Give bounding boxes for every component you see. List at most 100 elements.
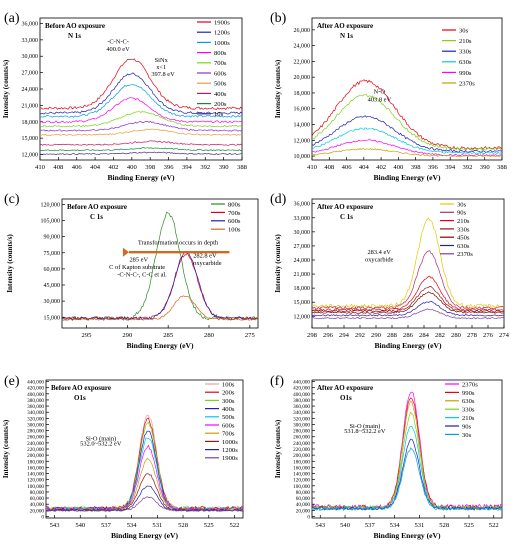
legend-label: 700s: [228, 210, 241, 217]
x-tick-label: 278: [467, 332, 478, 339]
x-tick-label: 404: [90, 164, 101, 171]
x-tick-label: 390: [219, 164, 230, 171]
legend-label: 210s: [459, 38, 472, 45]
x-tick-label: 537: [365, 522, 376, 529]
legend-label: 90s: [462, 423, 472, 430]
legend-label: 700s: [214, 60, 227, 67]
chart-panel-2: 410 408 406 404 402 400 398 396 394 392 390 388 10,0…: [270, 11, 508, 182]
y-tick-label: 24,000: [294, 258, 311, 264]
y-tick-label: 20,000: [296, 508, 311, 514]
y-tick-label: 320,000: [293, 416, 310, 422]
panel-core-level: C 1s: [90, 213, 103, 221]
peak-annotation: N-O: [374, 89, 386, 96]
y-tick-label: 260,000: [27, 435, 44, 441]
x-tick-label: 522: [489, 522, 499, 529]
y-tick-label: 60,000: [30, 496, 45, 502]
legend-label: 1000s: [222, 439, 238, 446]
y-tick-label: 360,000: [27, 404, 44, 410]
x-tick-label: 406: [342, 164, 353, 171]
x-tick-label: 525: [204, 522, 215, 529]
x-tick-label: 406: [72, 164, 83, 171]
series-line: [39, 58, 243, 110]
x-tick-label: 394: [445, 164, 456, 171]
y-tick-label: 105,000: [41, 219, 61, 225]
legend-label: 30s: [462, 432, 472, 439]
legend-label: 330s: [462, 407, 475, 414]
y-tick-label: 120,000: [27, 478, 44, 484]
x-axis-label: Binding Energy (eV): [374, 341, 442, 350]
peak-annotation: 397.8 eV: [151, 71, 175, 78]
y-tick-label: 300,000: [293, 422, 310, 428]
y-tick-label: 0: [307, 514, 310, 520]
peak-annotation: x<1: [156, 64, 166, 71]
y-tick-label: 40,000: [296, 502, 311, 508]
y-tick-label: 380,000: [27, 398, 44, 404]
y-axis-label: Intensity (counts/s): [6, 234, 14, 293]
legend-label: 700s: [222, 431, 235, 438]
y-tick-label: 120,000: [41, 202, 61, 208]
x-axis-label: Binding Energy (eV): [373, 173, 441, 182]
y-tick-label: 36,000: [22, 21, 39, 27]
y-tick-label: 12,000: [294, 138, 311, 144]
y-tick-label: 90,000: [44, 235, 61, 241]
chart-panel-3: 295 290 285 280 275 15,000 30,000 45,000 60,000 7…: [4, 192, 259, 350]
y-tick-label: 420,000: [27, 386, 44, 392]
series-line: [311, 148, 503, 158]
plot-frame: [61, 198, 259, 329]
x-tick-label: 531: [414, 522, 424, 529]
y-tick-label: 160,000: [293, 465, 310, 471]
series-line: [311, 411, 503, 511]
peak-annotation: 531.8~532.2 eV: [344, 428, 386, 435]
x-tick-label: 543: [50, 522, 61, 529]
x-tick-label: 298: [307, 332, 318, 339]
series-line: [39, 128, 243, 136]
y-tick-label: 160,000: [27, 465, 44, 471]
y-tick-label: 200,000: [27, 453, 44, 459]
legend-label: 630s: [459, 59, 472, 66]
y-tick-label: 12,000: [22, 153, 39, 159]
y-tick-label: 240,000: [27, 441, 44, 447]
series-line: [61, 295, 259, 321]
panel-letter: (c): [4, 192, 20, 207]
series-line: [39, 72, 243, 115]
x-tick-label: 402: [376, 164, 386, 171]
panel-letter: (b): [270, 11, 287, 26]
x-tick-label: 398: [145, 164, 156, 171]
y-tick-label: 10,000: [294, 154, 311, 160]
legend-label: 1900s: [214, 19, 230, 26]
x-tick-label: 525: [464, 522, 475, 529]
series-line: [45, 437, 244, 512]
chart-panel-1: 410 408 406 404 402 400 398 396 394 392 390 388 12,0…: [2, 11, 248, 182]
peak-annotation: C of Kapton substrate: [109, 264, 165, 271]
y-tick-label: 420,000: [293, 386, 310, 392]
series-line: [39, 147, 243, 152]
x-tick-label: 276: [483, 332, 494, 339]
peak-annotation: -C-N-C-, C-C et al.: [117, 271, 167, 278]
x-tick-label: 394: [182, 164, 193, 171]
panel-condition-title: Before AO exposure: [45, 22, 105, 30]
legend-label: 210s: [457, 218, 470, 225]
y-tick-label: 26,000: [294, 28, 311, 34]
legend-label: 330s: [459, 49, 472, 56]
peak-annotation: 403.8 eV: [368, 97, 392, 104]
panel-letter: (f): [270, 374, 284, 389]
y-tick-label: 15,000: [44, 315, 61, 321]
panel-condition-title: Before AO exposure: [51, 384, 111, 392]
y-tick-label: 320,000: [27, 416, 44, 422]
peak-annotation: 282.8 eV: [193, 253, 217, 260]
y-tick-label: 27,000: [294, 244, 311, 250]
y-tick-label: 36,000: [294, 202, 311, 208]
legend-label: 200s: [214, 101, 227, 108]
panel-condition-title: After AO exposure: [317, 384, 373, 392]
peak-annotation: oxycarbide: [193, 260, 222, 267]
x-tick-label: 274: [499, 332, 510, 339]
legend-label: 30s: [457, 201, 467, 208]
y-tick-label: 400,000: [293, 392, 310, 398]
series-line: [39, 151, 243, 155]
x-axis-label: Binding Energy (eV): [126, 341, 194, 350]
plot-frame: [311, 17, 503, 161]
x-tick-label: 285: [163, 332, 174, 339]
x-tick-label: 294: [339, 332, 350, 339]
x-tick-label: 392: [463, 164, 473, 171]
legend-label: 2370s: [459, 80, 475, 87]
